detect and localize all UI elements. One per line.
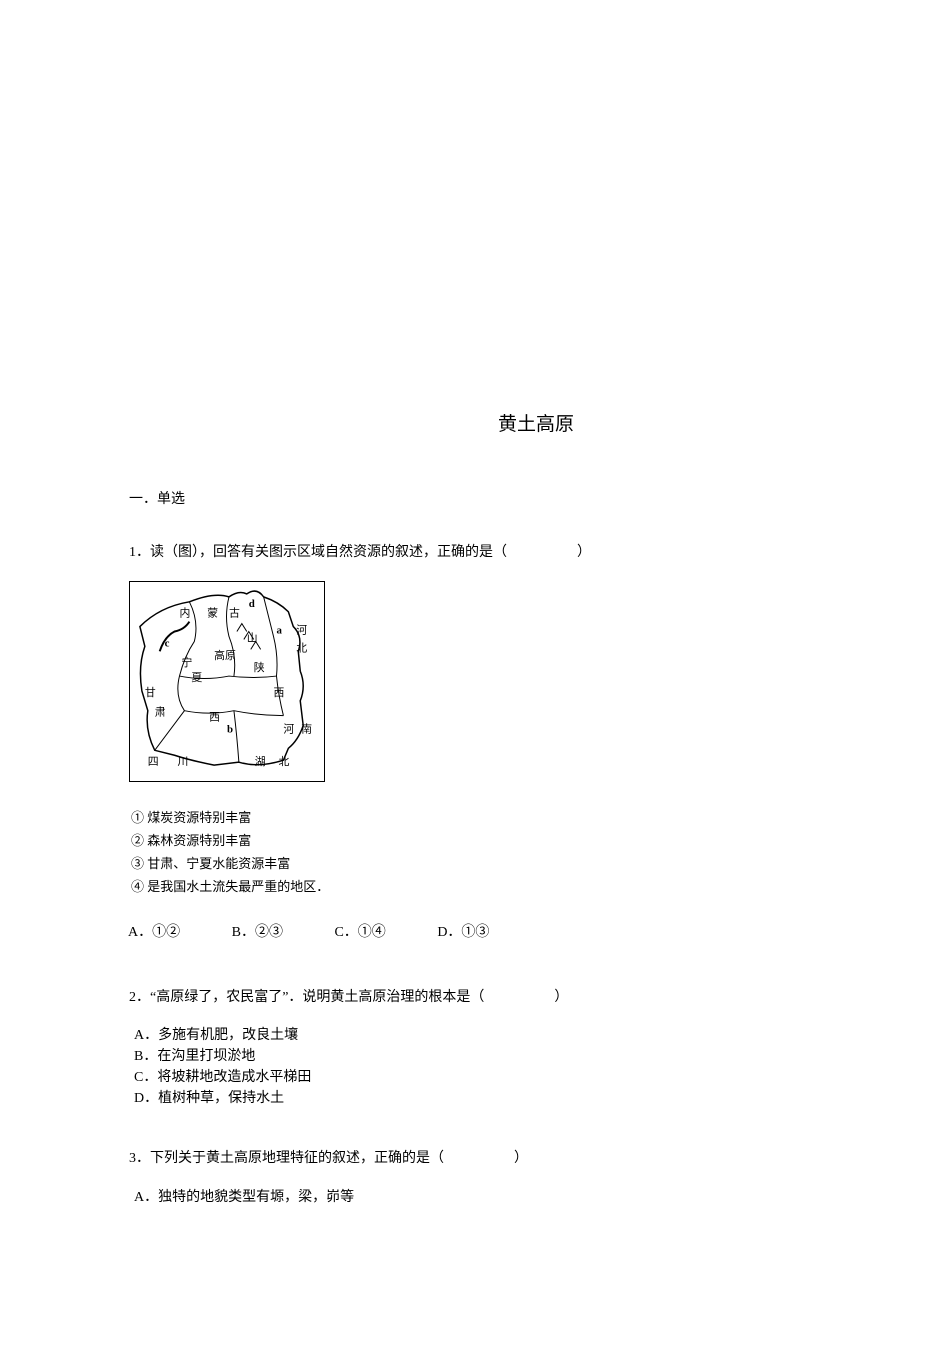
map-label-gan: 甘 bbox=[145, 686, 156, 699]
map-label-he2: 河 bbox=[283, 722, 294, 735]
q1-item3: ③ 甘肃、宁夏水能资源丰富 bbox=[131, 853, 290, 872]
q1-stem: 1．读（图），回答有关图示区域自然资源的叙述，正确的是（ ） bbox=[129, 542, 591, 563]
map-label-gao: 高原 bbox=[214, 648, 236, 662]
q1-item2: ② 森林资源特别丰富 bbox=[131, 830, 251, 849]
map-svg: 内 蒙 古 c d a 山 河 北 宁 夏 高原 陕 甘 肃 西 西 b 河 南… bbox=[130, 582, 324, 781]
q3-option-a: A．独特的地貌类型有塬，梁，峁等 bbox=[134, 1186, 354, 1206]
q2-stem: 2．“高原绿了，农民富了”．说明黄土高原治理的根本是（ ） bbox=[129, 987, 568, 1008]
map-label-xi: 西 bbox=[274, 687, 285, 699]
q2-option-d: D．植树种草，保持水土 bbox=[134, 1088, 284, 1110]
section-heading-1: 一．单选 bbox=[129, 488, 185, 508]
map-label-xia: 夏 bbox=[191, 671, 202, 684]
q1-map-figure: 内 蒙 古 c d a 山 河 北 宁 夏 高原 陕 甘 肃 西 西 b 河 南… bbox=[129, 581, 325, 782]
q1-option-d: D．①③ bbox=[437, 921, 489, 941]
q3-stem: 3．下列关于黄土高原地理特征的叙述，正确的是（ ） bbox=[129, 1148, 528, 1169]
q1-option-a: A．①② bbox=[128, 921, 180, 941]
map-label-c: c bbox=[165, 637, 170, 649]
map-label-shaan: 陕 bbox=[254, 660, 265, 674]
q2-option-c: C．将坡耕地改造成水平梯田 bbox=[134, 1067, 311, 1089]
map-label-ning: 宁 bbox=[181, 655, 192, 669]
map-label-meng: 蒙 bbox=[207, 607, 218, 620]
map-label-a: a bbox=[276, 624, 282, 636]
map-label-he: 河 bbox=[296, 623, 307, 636]
map-label-bei2: 北 bbox=[278, 755, 289, 768]
map-label-su: 肃 bbox=[155, 706, 166, 719]
map-label-bei: 北 bbox=[296, 641, 307, 654]
q1-option-c: C．①④ bbox=[334, 921, 385, 941]
q1-option-b: B．②③ bbox=[232, 921, 283, 941]
map-label-shan: 山 bbox=[247, 631, 258, 644]
map-label-nei: 内 bbox=[179, 606, 190, 620]
q1-item4: ④ 是我国水土流失最严重的地区． bbox=[131, 876, 329, 895]
map-label-d: d bbox=[249, 598, 255, 610]
map-label-nan: 南 bbox=[301, 722, 312, 735]
map-label-b: b bbox=[227, 723, 233, 735]
q1-item1: ① 煤炭资源特别丰富 bbox=[131, 807, 251, 826]
map-label-gu: 古 bbox=[229, 607, 240, 620]
map-label-hu: 湖 bbox=[255, 755, 266, 768]
q1-options-row: A．①② B．②③ C．①④ D．①③ bbox=[128, 921, 489, 941]
q2-option-b: B．在沟里打坝淤地 bbox=[134, 1046, 255, 1068]
map-label-xi2: 西 bbox=[209, 712, 220, 724]
map-label-si: 四 bbox=[148, 756, 159, 768]
map-label-chuan: 川 bbox=[178, 756, 189, 768]
q2-option-a: A．多施有机肥，改良土壤 bbox=[134, 1025, 298, 1047]
page-title: 黄土高原 bbox=[498, 409, 574, 436]
